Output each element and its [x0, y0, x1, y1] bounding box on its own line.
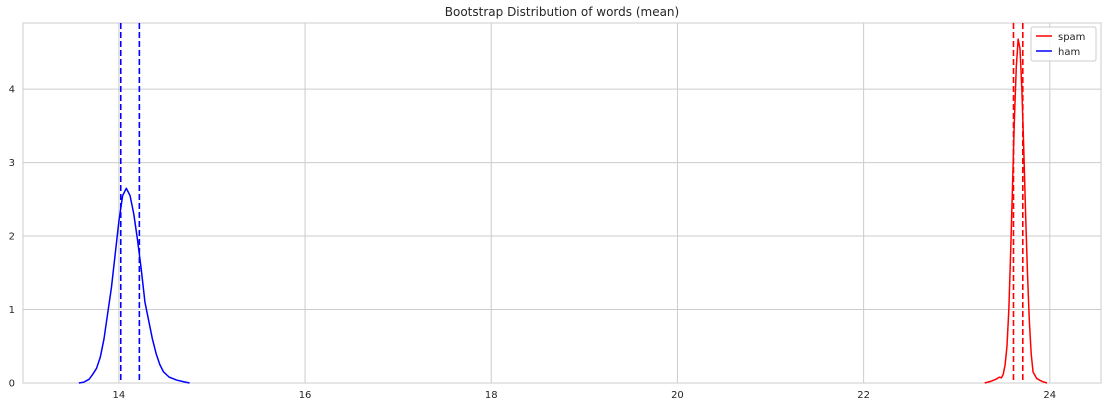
axis-layer: 14 16 18 20 22 24 0 1 2 3 4: [9, 85, 1057, 401]
x-tick-label: 20: [671, 390, 684, 401]
x-tick-label: 24: [1043, 390, 1056, 401]
x-tick-label: 16: [299, 390, 312, 401]
x-tick-label: 14: [113, 390, 126, 401]
grid-layer: [23, 23, 1101, 384]
legend-label-ham: ham: [1058, 47, 1080, 58]
vline-layer: [119, 23, 1024, 383]
y-tick-label: 1: [9, 305, 15, 316]
x-tick-label: 22: [857, 390, 870, 401]
series-layer: [78, 38, 1048, 384]
y-tick-label: 0: [9, 379, 15, 390]
chart-title: Bootstrap Distribution of words (mean): [445, 5, 679, 19]
ham-density-line: [78, 187, 190, 384]
y-tick-label: 4: [9, 85, 15, 96]
legend: spam ham: [1030, 26, 1097, 62]
plot-area: [22, 22, 1102, 384]
y-tick-label: 3: [9, 158, 15, 169]
x-tick-label: 18: [485, 390, 498, 401]
y-tick-label: 2: [9, 232, 15, 243]
legend-label-spam: spam: [1058, 32, 1085, 43]
spam-density-line: [984, 38, 1048, 384]
